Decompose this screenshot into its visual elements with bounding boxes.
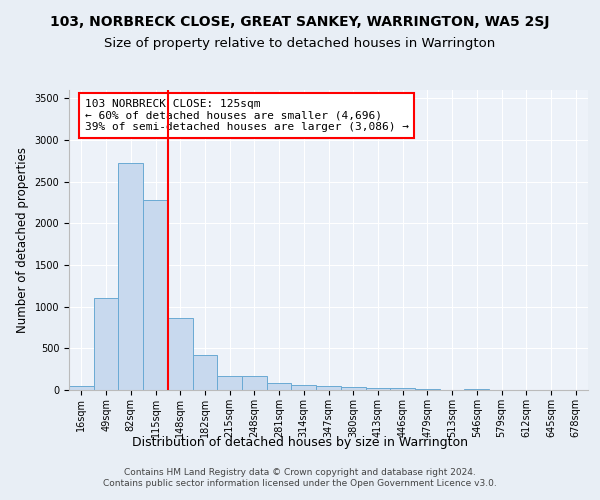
Bar [316,386,341,390]
Bar [464,389,489,390]
Bar [193,356,217,390]
Bar [341,386,365,390]
Bar [267,382,292,390]
Y-axis label: Number of detached properties: Number of detached properties [16,147,29,333]
Text: Contains HM Land Registry data © Crown copyright and database right 2024.
Contai: Contains HM Land Registry data © Crown c… [103,468,497,487]
Text: Distribution of detached houses by size in Warrington: Distribution of detached houses by size … [132,436,468,449]
Bar [69,386,94,390]
Text: Size of property relative to detached houses in Warrington: Size of property relative to detached ho… [104,38,496,51]
Bar [390,388,415,390]
Bar [94,298,118,390]
Bar [217,376,242,390]
Bar [168,318,193,390]
Text: 103 NORBRECK CLOSE: 125sqm
← 60% of detached houses are smaller (4,696)
39% of s: 103 NORBRECK CLOSE: 125sqm ← 60% of deta… [85,99,409,132]
Bar [143,200,168,390]
Bar [365,388,390,390]
Bar [118,162,143,390]
Bar [292,386,316,390]
Bar [415,389,440,390]
Bar [242,376,267,390]
Text: 103, NORBRECK CLOSE, GREAT SANKEY, WARRINGTON, WA5 2SJ: 103, NORBRECK CLOSE, GREAT SANKEY, WARRI… [50,15,550,29]
